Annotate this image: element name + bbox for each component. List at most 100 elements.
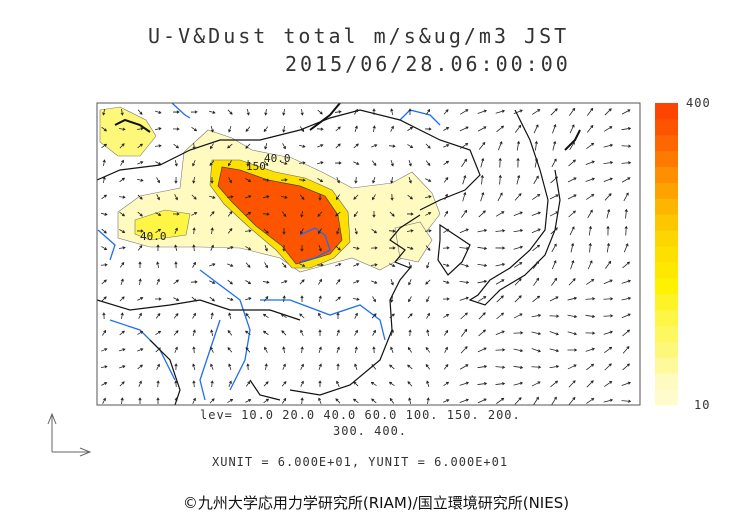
wind-arrow [425,279,431,285]
wind-arrow [120,397,124,405]
wind-arrow [407,364,413,370]
wind-arrow [496,312,505,320]
wind-arrow [586,363,595,371]
wind-arrow [137,109,143,115]
wind-arrow [443,144,450,148]
wind-arrow [120,159,124,166]
wind-arrow [156,194,160,201]
wind-arrow [245,246,252,250]
wind-arrow [550,227,558,235]
wind-arrow [245,280,252,285]
wind-arrow [174,261,178,269]
map-frame [96,102,641,406]
rivers [97,103,441,401]
wind-arrow [334,161,342,165]
wind-arrow [174,227,178,234]
wind-arrow [172,212,180,216]
wind-arrow [262,330,269,336]
wind-arrow [585,331,596,335]
wind-arrow [318,397,322,404]
wind-arrow [425,245,431,251]
wind-arrow [173,279,179,285]
wind-arrow [264,346,268,353]
wind-arrow [531,381,541,387]
wind-arrow [426,296,430,303]
wind-arrow [585,314,596,319]
wind-arrow [154,127,162,131]
wind-arrow [390,279,394,286]
wind-arrow [174,346,178,353]
wind-arrow [551,277,558,286]
wind-arrow [407,381,413,387]
wind-arrow [137,244,143,251]
wind-arrow [477,347,487,353]
wind-arrow [513,381,524,386]
wind-arrow [335,126,341,132]
wind-arrow [119,211,126,217]
wind-arrow [389,397,395,404]
wind-arrow [281,381,287,387]
wind-arrow [318,245,322,252]
wind-arrow [173,313,179,319]
wind-arrow [550,108,558,116]
wind-arrow [532,244,541,252]
wind-arrow [137,194,143,200]
wind-arrow [354,312,358,319]
wind-arrow [622,346,630,354]
colorbar-swatch [655,277,678,295]
wind-arrow [300,228,304,235]
wind-arrow [531,365,542,369]
wind-arrow [568,107,576,116]
wind-arrow [603,143,614,148]
wind-arrow [443,263,450,267]
wind-arrow [245,143,251,149]
wind-arrow [120,312,124,320]
wind-arrow [495,229,506,233]
wind-arrow [425,212,432,216]
wind-arrow [624,208,628,219]
wind-arrow [390,295,394,303]
wind-arrow [281,280,288,284]
wind-arrow [389,313,395,319]
wind-arrow [119,261,125,268]
wind-arrow [156,278,160,285]
wind-arrow [264,143,268,150]
colorbar-swatch [655,246,678,263]
wind-arrow [119,143,125,149]
wind-arrow [299,279,305,285]
wind-arrow [568,210,576,218]
wind-arrow [478,312,486,320]
wind-arrow [336,177,340,184]
wind-arrow [495,211,505,217]
wind-arrow [623,192,629,202]
wind-arrow [300,244,304,252]
wind-arrow [154,144,162,148]
wind-arrow [101,228,107,234]
wind-arrow [227,246,234,250]
wind-arrow [209,398,215,404]
wind-arrow [245,380,251,387]
copyright: ©九州大学応用力学研究所(RIAM)/国立環境研究所(NIES) [182,494,570,512]
wind-arrow [444,210,448,217]
wind-arrow [622,329,631,337]
wind-arrow [280,178,288,182]
wind-arrow [531,211,541,216]
wind-arrow [371,398,377,404]
colorbar-min-label: 10 [694,398,711,412]
wind-arrow [101,194,108,200]
wind-arrow [317,211,323,217]
wind-arrow [281,161,288,165]
wind-arrow [335,211,341,217]
wind-arrow [443,399,450,403]
wind-arrow [101,279,107,285]
wind-arrow [587,209,593,219]
wind-arrow [514,262,523,268]
wind-arrow [245,178,252,182]
wind-arrow [154,297,162,301]
wind-arrow [138,312,142,319]
wind-arrow [621,126,632,131]
wind-arrow [119,177,126,183]
wind-arrow [245,297,252,301]
wind-arrow [263,398,270,404]
wind-arrow [586,397,595,404]
